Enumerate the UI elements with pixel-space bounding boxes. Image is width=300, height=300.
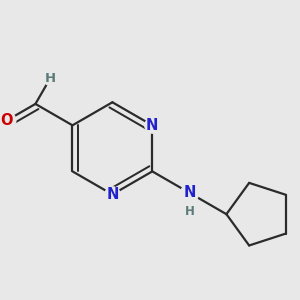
Text: H: H	[45, 72, 56, 85]
Text: O: O	[1, 113, 13, 128]
Text: N: N	[106, 187, 118, 202]
Text: N: N	[183, 185, 196, 200]
Text: N: N	[146, 118, 158, 133]
Text: H: H	[184, 205, 194, 218]
